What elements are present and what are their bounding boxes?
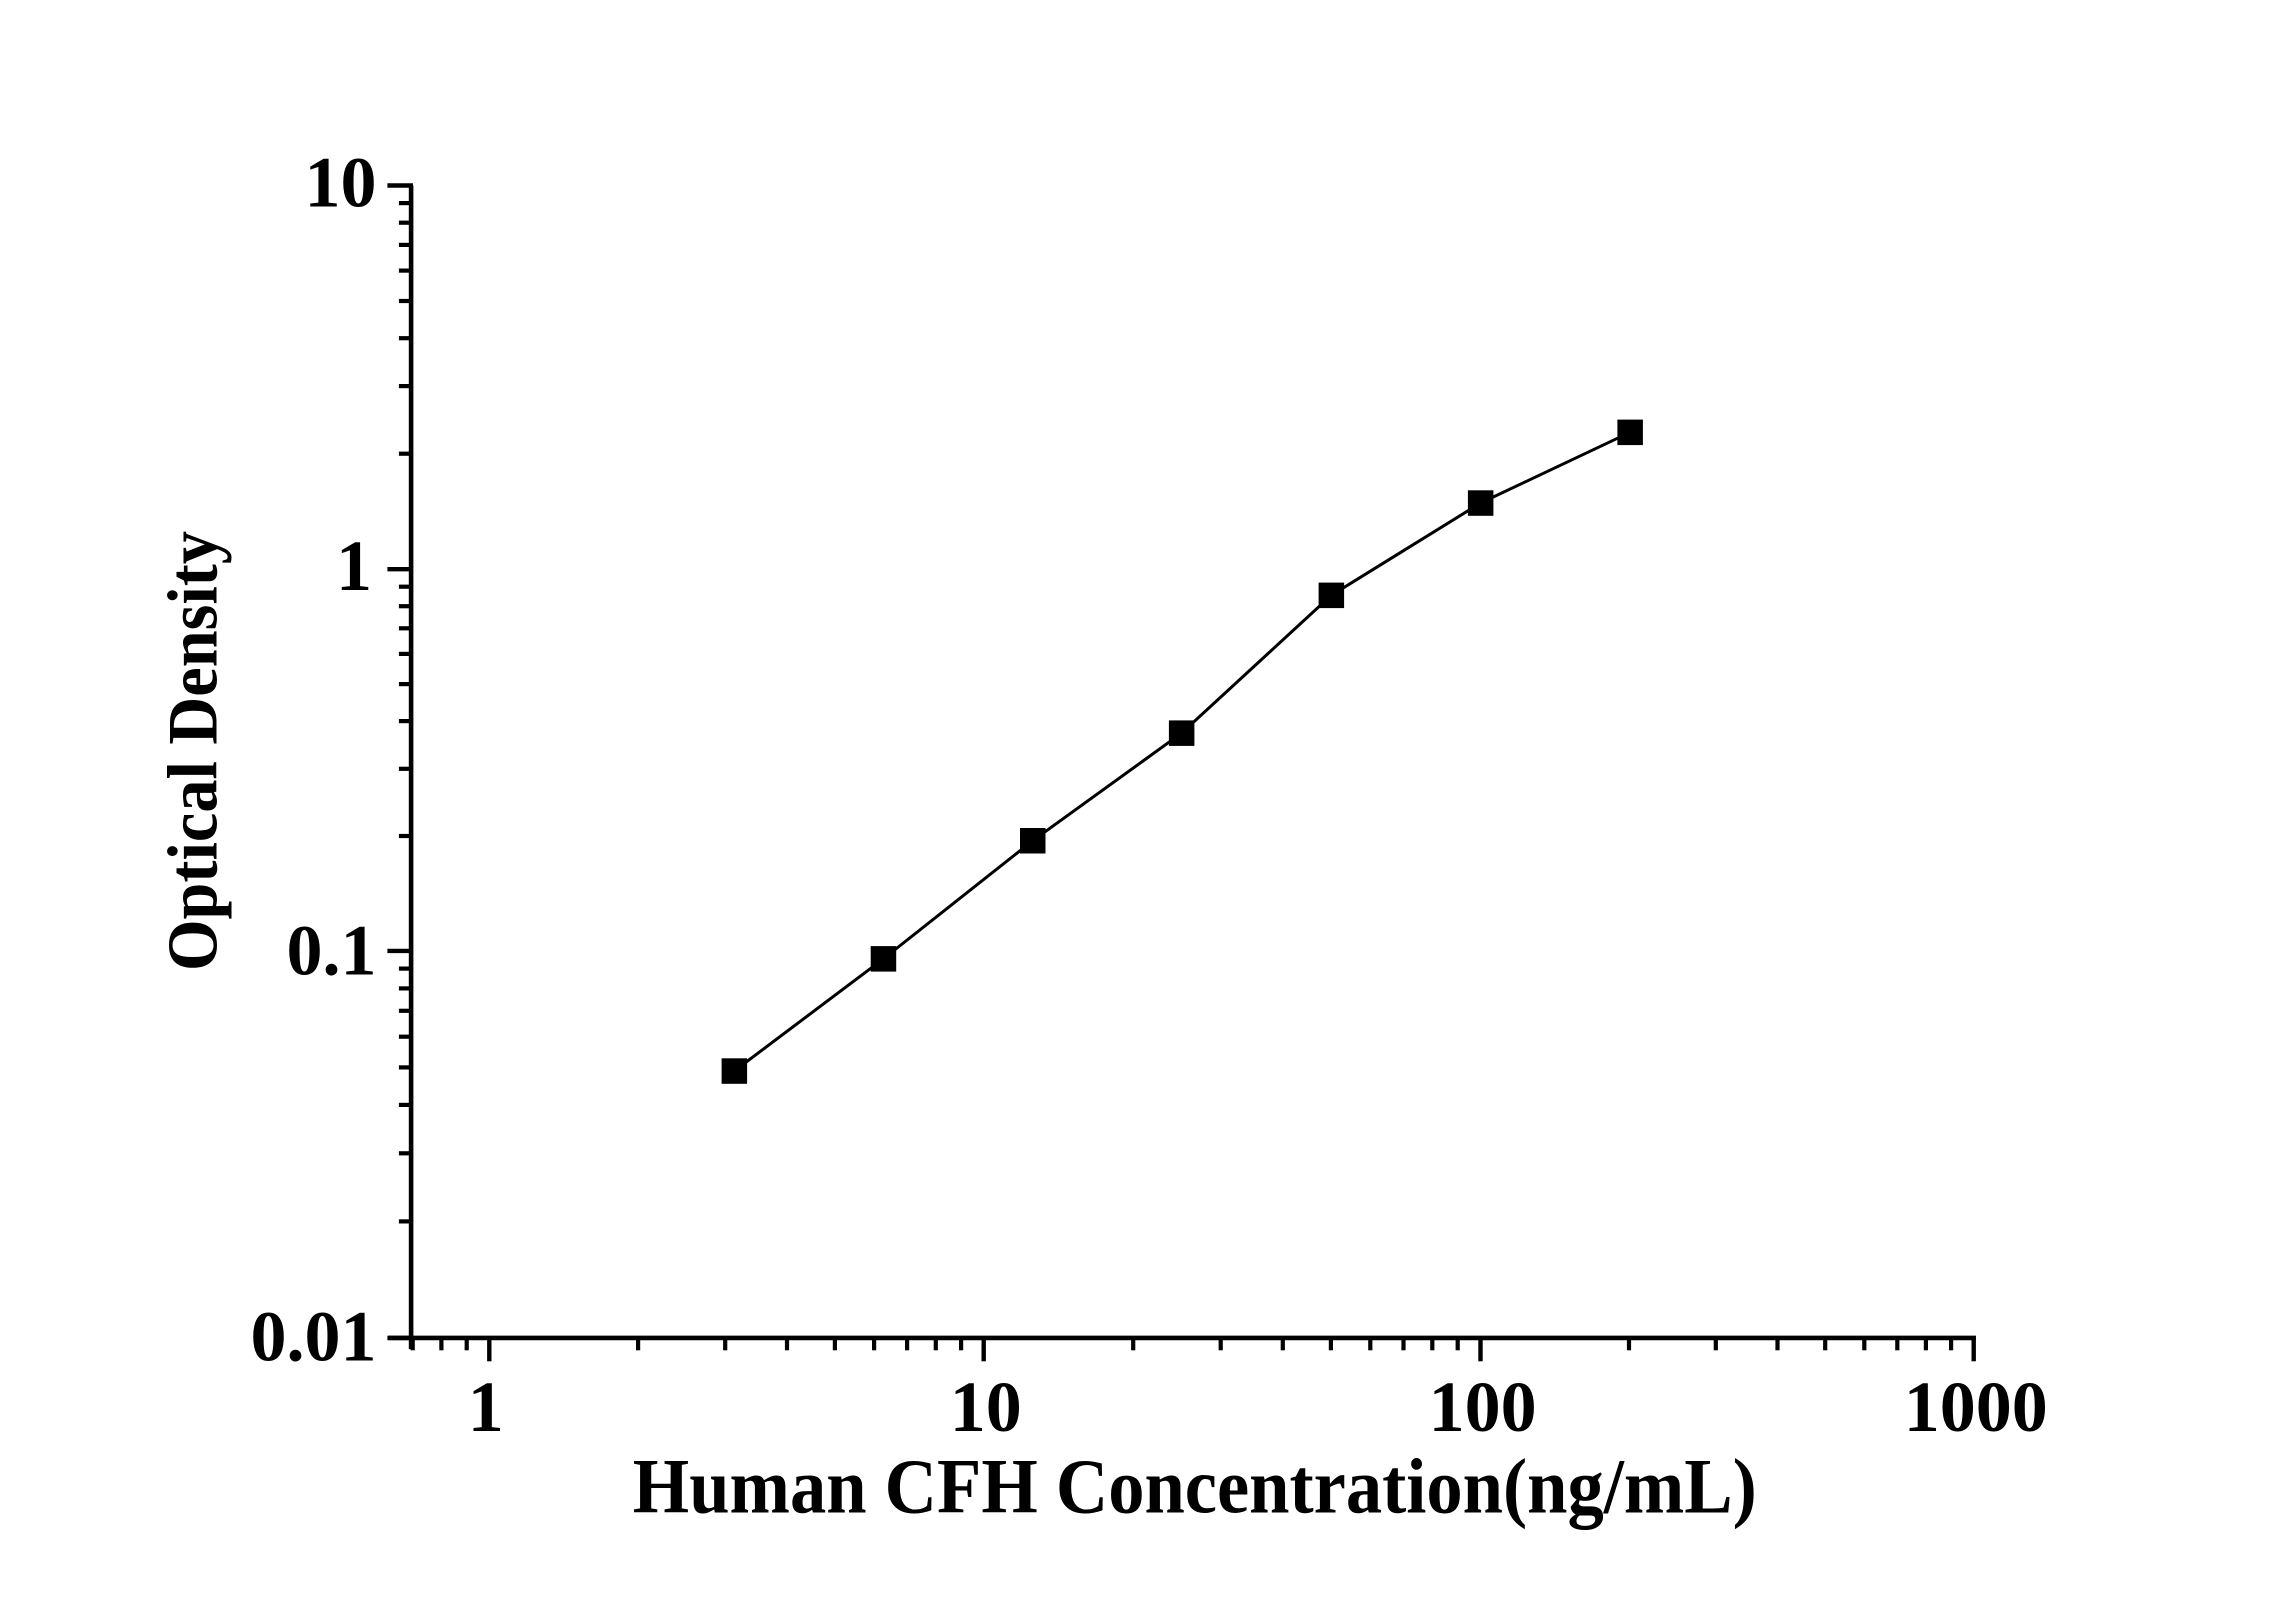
svg-text:1: 1 [336,526,372,606]
svg-text:0.1: 0.1 [287,911,377,991]
svg-text:10: 10 [950,1367,1022,1447]
svg-text:10: 10 [305,143,377,223]
svg-text:Human CFH Concentration(ng/mL): Human CFH Concentration(ng/mL) [633,1443,1757,1530]
svg-text:0.01: 0.01 [251,1297,377,1377]
svg-text:Optical Density: Optical Density [154,531,232,971]
svg-text:100: 100 [1429,1367,1537,1447]
svg-text:1000: 1000 [1904,1367,2048,1447]
svg-text:1: 1 [468,1367,504,1447]
